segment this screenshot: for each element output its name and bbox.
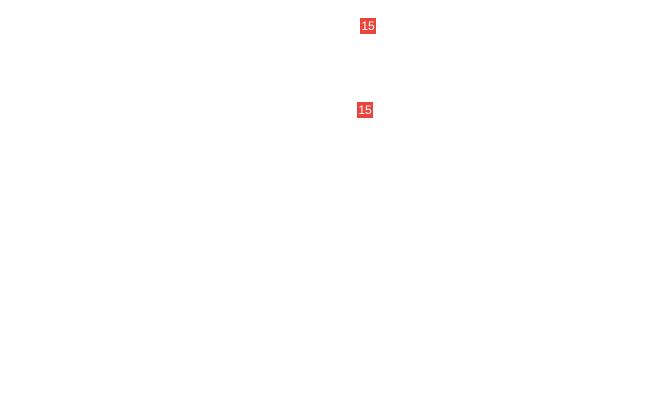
notification-count-badge: 15 bbox=[360, 18, 376, 34]
notification-count-badge: 15 bbox=[357, 102, 373, 118]
